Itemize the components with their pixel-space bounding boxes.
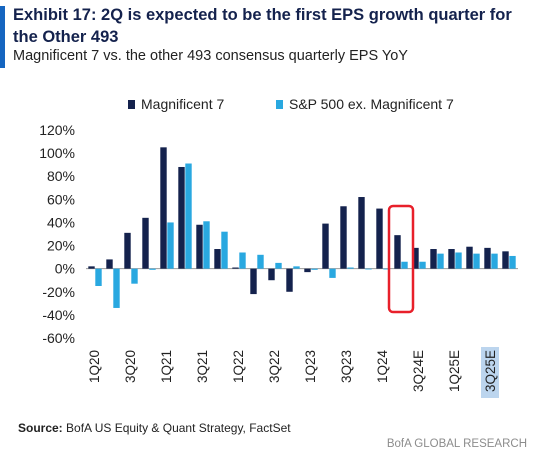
x-tick-label: 1Q20 bbox=[87, 350, 102, 383]
y-tick-label: -60% bbox=[42, 330, 75, 346]
bar-mag7 bbox=[340, 206, 347, 269]
bar-ex-mag7 bbox=[347, 267, 354, 269]
source-note: Source: BofA US Equity & Quant Strategy,… bbox=[18, 421, 291, 435]
bar-ex-mag7 bbox=[365, 268, 372, 270]
bar-mag7 bbox=[106, 259, 113, 269]
bar-ex-mag7 bbox=[383, 268, 390, 270]
bar-ex-mag7 bbox=[185, 163, 192, 269]
bar-ex-mag7 bbox=[311, 268, 318, 270]
bar-ex-mag7 bbox=[257, 254, 264, 269]
bar-ex-mag7 bbox=[95, 268, 102, 286]
legend-item-mag7: Magnificent 7 bbox=[128, 96, 224, 112]
bar-ex-mag7 bbox=[293, 266, 300, 269]
legend-label-ex-mag7: S&P 500 ex. Magnificent 7 bbox=[289, 96, 454, 112]
bar-ex-mag7 bbox=[455, 252, 462, 269]
bar-ex-mag7 bbox=[491, 253, 498, 269]
bar-ex-mag7 bbox=[509, 255, 516, 269]
x-tick-highlight bbox=[481, 347, 499, 398]
x-tick-label: 3Q23 bbox=[339, 350, 354, 383]
bar-ex-mag7 bbox=[167, 222, 174, 269]
legend-swatch-mag7 bbox=[128, 99, 135, 109]
x-tick-label: 1Q21 bbox=[159, 350, 174, 383]
x-tick-label: 1Q25E bbox=[447, 350, 462, 392]
bar-mag7 bbox=[286, 268, 293, 292]
bar-ex-mag7 bbox=[131, 268, 138, 284]
bar-mag7 bbox=[394, 235, 401, 269]
x-tick-label: 1Q23 bbox=[303, 350, 318, 383]
y-tick-label: 100% bbox=[39, 145, 75, 161]
x-tick-label: 3Q21 bbox=[195, 350, 210, 383]
bar-mag7 bbox=[304, 268, 311, 273]
bar-mag7 bbox=[142, 217, 149, 269]
accent-bar bbox=[0, 6, 5, 68]
bar-ex-mag7 bbox=[275, 262, 282, 269]
bar-mag7 bbox=[376, 208, 383, 269]
exhibit-subtitle: Magnificent 7 vs. the other 493 consensu… bbox=[13, 48, 408, 64]
x-tick-label: 3Q22 bbox=[267, 350, 282, 383]
bar-mag7 bbox=[124, 232, 131, 269]
x-tick-label: 3Q24E bbox=[411, 350, 426, 392]
x-tick-label: 3Q25E bbox=[483, 350, 498, 392]
y-tick-label: 60% bbox=[47, 191, 75, 207]
y-tick-label: 40% bbox=[47, 214, 75, 230]
bar-mag7 bbox=[466, 246, 473, 269]
bar-mag7 bbox=[430, 249, 437, 269]
bar-ex-mag7 bbox=[149, 268, 156, 270]
bar-mag7 bbox=[232, 267, 239, 269]
bar-mag7 bbox=[358, 197, 365, 269]
bar-ex-mag7 bbox=[239, 252, 246, 269]
bar-mag7 bbox=[214, 249, 221, 269]
bar-mag7 bbox=[484, 247, 491, 269]
bar-ex-mag7 bbox=[113, 268, 120, 308]
legend-swatch-ex-mag7 bbox=[276, 99, 283, 109]
bar-mag7 bbox=[88, 266, 95, 269]
eps-growth-bar-chart: 120% 100% 80% 60% 40% 20% 0% -20% -40% -60% 1Q20 3Q… bbox=[39, 122, 518, 398]
bar-mag7 bbox=[196, 224, 203, 269]
brand-footer: BofA GLOBAL RESEARCH bbox=[386, 438, 527, 450]
bar-mag7 bbox=[250, 268, 257, 295]
y-tick-label: -20% bbox=[42, 284, 75, 300]
bar-mag7 bbox=[160, 147, 167, 269]
y-tick-label: 0% bbox=[55, 261, 75, 277]
y-tick-label: 120% bbox=[39, 122, 75, 138]
source-text: BofA US Equity & Quant Strategy, FactSet bbox=[62, 421, 291, 435]
x-tick-label: 1Q24 bbox=[375, 350, 390, 384]
bar-mag7 bbox=[268, 268, 275, 281]
y-tick-label: -40% bbox=[42, 307, 75, 323]
bar-ex-mag7 bbox=[329, 268, 336, 278]
y-tick-label: 20% bbox=[47, 238, 75, 254]
bar-ex-mag7 bbox=[401, 261, 408, 269]
bar-ex-mag7 bbox=[221, 231, 228, 269]
legend-label-mag7: Magnificent 7 bbox=[141, 96, 225, 112]
x-tick-label: 3Q20 bbox=[123, 350, 138, 383]
y-tick-label: 80% bbox=[47, 168, 75, 184]
bar-ex-mag7 bbox=[419, 261, 426, 269]
exhibit-title: Exhibit 17: 2Q is expected to be the fir… bbox=[13, 6, 512, 46]
bar-mag7 bbox=[412, 247, 419, 269]
source-label: Source: bbox=[18, 421, 63, 435]
legend-item-ex-mag7: S&P 500 ex. Magnificent 7 bbox=[276, 96, 454, 112]
bar-ex-mag7 bbox=[473, 253, 480, 269]
bar-mag7 bbox=[178, 166, 185, 269]
bar-mag7 bbox=[322, 223, 329, 269]
bar-ex-mag7 bbox=[203, 221, 210, 269]
bar-mag7 bbox=[502, 251, 509, 269]
x-tick-label: 1Q22 bbox=[231, 350, 246, 383]
highlight-box bbox=[387, 204, 415, 314]
bar-ex-mag7 bbox=[437, 253, 444, 269]
bar-mag7 bbox=[448, 249, 455, 269]
